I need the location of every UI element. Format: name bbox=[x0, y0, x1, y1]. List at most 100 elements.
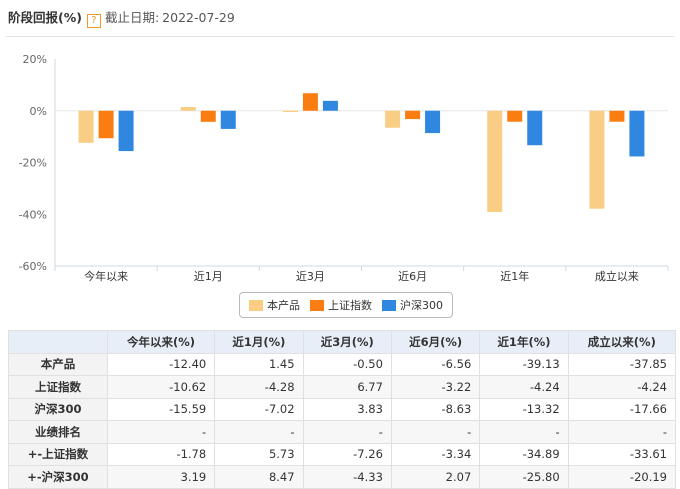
bar bbox=[385, 110, 401, 128]
table-body: 本产品 -12.40 1.45 -0.50 -6.56 -39.13 -37.85 上证指数 -… bbox=[8, 352, 677, 489]
table-cell: 5.73 bbox=[214, 442, 304, 466]
legend-swatch bbox=[310, 299, 324, 311]
table-cell: 8.47 bbox=[214, 465, 304, 489]
x-tick-label: 近6月 bbox=[398, 270, 427, 283]
bar bbox=[98, 110, 114, 139]
row-label: 业绩排名 bbox=[8, 420, 108, 444]
table-cell: -4.24 bbox=[479, 375, 569, 399]
legend-item[interactable]: 沪深300 bbox=[382, 297, 443, 313]
column-header: 近6月(%) bbox=[390, 330, 481, 354]
row-label: +-沪深300 bbox=[8, 465, 108, 489]
page-title: 阶段回报(%) bbox=[8, 10, 82, 25]
table-cell: 2.07 bbox=[390, 465, 481, 489]
bar bbox=[425, 110, 441, 134]
legend-item[interactable]: 上证指数 bbox=[310, 297, 372, 313]
x-tick-label: 成立以来 bbox=[595, 269, 639, 283]
y-axis: 20% 0% -20% -40% -60% bbox=[19, 53, 56, 273]
table-row: 沪深300 -15.59 -7.02 3.83 -8.63 -13.32 -17.66 bbox=[8, 397, 677, 421]
table-cell: -34.89 bbox=[479, 442, 569, 466]
bar bbox=[405, 110, 421, 120]
table-cell: -37.85 bbox=[567, 352, 677, 376]
table-cell: -10.62 bbox=[106, 375, 216, 399]
legend-item[interactable]: 本产品 bbox=[249, 297, 300, 313]
bar bbox=[322, 100, 338, 111]
table-row: +-沪深300 3.19 8.47 -4.33 2.07 -25.80 -20.19 bbox=[8, 465, 677, 489]
table-cell: 3.19 bbox=[106, 465, 216, 489]
table-cell: -4.24 bbox=[567, 375, 677, 399]
legend-swatch bbox=[249, 299, 263, 311]
table-cell: -4.28 bbox=[214, 375, 304, 399]
bar bbox=[180, 106, 196, 111]
legend-label: 沪深300 bbox=[400, 299, 443, 312]
y-tick-label: 0% bbox=[30, 105, 47, 118]
x-axis: 今年以来 近1月 近3月 近6月 近1年 成立以来 bbox=[54, 265, 669, 283]
y-tick-label: 20% bbox=[23, 53, 47, 66]
table-cell: -13.32 bbox=[479, 397, 569, 421]
y-tick-label: -40% bbox=[19, 208, 47, 221]
x-tick-label: 今年以来 bbox=[84, 269, 128, 283]
x-tick-label: 近1年 bbox=[500, 269, 529, 283]
table-cell: -7.26 bbox=[302, 442, 392, 466]
table-cell: -3.22 bbox=[390, 375, 481, 399]
table-cell: - bbox=[390, 420, 481, 444]
returns-table: 今年以来(%) 近1月(%) 近3月(%) 近6月(%) 近1年(%) 成立以来(%) 本… bbox=[8, 330, 677, 489]
bar bbox=[487, 110, 503, 212]
table-cell: - bbox=[302, 420, 392, 444]
legend-label: 本产品 bbox=[267, 299, 300, 312]
header-divider bbox=[6, 36, 674, 37]
row-label: 沪深300 bbox=[8, 397, 108, 421]
date-value: 2022-07-29 bbox=[162, 10, 235, 25]
table-cell: -17.66 bbox=[567, 397, 677, 421]
bar bbox=[118, 110, 134, 152]
table-cell: - bbox=[567, 420, 677, 444]
bar bbox=[282, 110, 298, 113]
bar bbox=[629, 110, 645, 157]
bar bbox=[527, 110, 543, 146]
returns-bar-chart: 20% 0% -20% -40% -60% 今年以来 近1月 近3月 近6月 近1年 成立以来 bbox=[19, 53, 669, 283]
table-cell: - bbox=[106, 420, 216, 444]
legend-swatch bbox=[382, 299, 396, 311]
y-tick-label: -20% bbox=[19, 157, 47, 170]
table-cell: 3.83 bbox=[302, 397, 392, 421]
y-tick-label: -60% bbox=[19, 260, 47, 273]
table-cell: -7.02 bbox=[214, 397, 304, 421]
table-cell: - bbox=[214, 420, 304, 444]
help-icon[interactable]: ? bbox=[86, 14, 101, 28]
table-header-row: 今年以来(%) 近1月(%) 近3月(%) 近6月(%) 近1年(%) 成立以来(%) bbox=[8, 330, 677, 354]
table-cell: -3.34 bbox=[390, 442, 481, 466]
table-cell: -25.80 bbox=[479, 465, 569, 489]
column-header: 近1月(%) bbox=[214, 330, 304, 354]
table-cell: -39.13 bbox=[479, 352, 569, 376]
row-label: +-上证指数 bbox=[8, 442, 108, 466]
table-cell: -4.33 bbox=[302, 465, 392, 489]
column-header: 近1年(%) bbox=[479, 330, 569, 354]
table-cell: - bbox=[479, 420, 569, 444]
table-cell: -1.78 bbox=[106, 442, 216, 466]
row-label: 上证指数 bbox=[8, 375, 108, 399]
bar bbox=[220, 110, 236, 129]
bar bbox=[589, 110, 605, 209]
column-header: 近3月(%) bbox=[302, 330, 392, 354]
x-tick-label: 近1月 bbox=[194, 270, 223, 283]
table-cell: -15.59 bbox=[106, 397, 216, 421]
bar bbox=[609, 110, 625, 122]
table-cell: -6.56 bbox=[390, 352, 481, 376]
table-cell: 6.77 bbox=[302, 375, 392, 399]
table-cell: -33.61 bbox=[567, 442, 677, 466]
table-corner bbox=[8, 330, 108, 354]
table-row: 上证指数 -10.62 -4.28 6.77 -3.22 -4.24 -4.24 bbox=[8, 375, 677, 399]
bar bbox=[78, 110, 94, 143]
column-header: 成立以来(%) bbox=[567, 330, 677, 354]
table-cell: -8.63 bbox=[390, 397, 481, 421]
table-row: +-上证指数 -1.78 5.73 -7.26 -3.34 -34.89 -33.61 bbox=[8, 442, 677, 466]
column-header: 今年以来(%) bbox=[106, 330, 216, 354]
bar bbox=[507, 110, 523, 122]
x-tick-label: 近3月 bbox=[296, 270, 325, 283]
bar bbox=[302, 93, 318, 111]
chart-legend: 本产品 上证指数 沪深300 bbox=[239, 292, 453, 318]
chart-header: 阶段回报(%)? 截止日期: 2022-07-29 bbox=[8, 8, 235, 28]
bars bbox=[55, 93, 668, 212]
table-cell: -0.50 bbox=[302, 352, 392, 376]
table-cell: 1.45 bbox=[214, 352, 304, 376]
date-label: 截止日期: bbox=[104, 10, 160, 25]
